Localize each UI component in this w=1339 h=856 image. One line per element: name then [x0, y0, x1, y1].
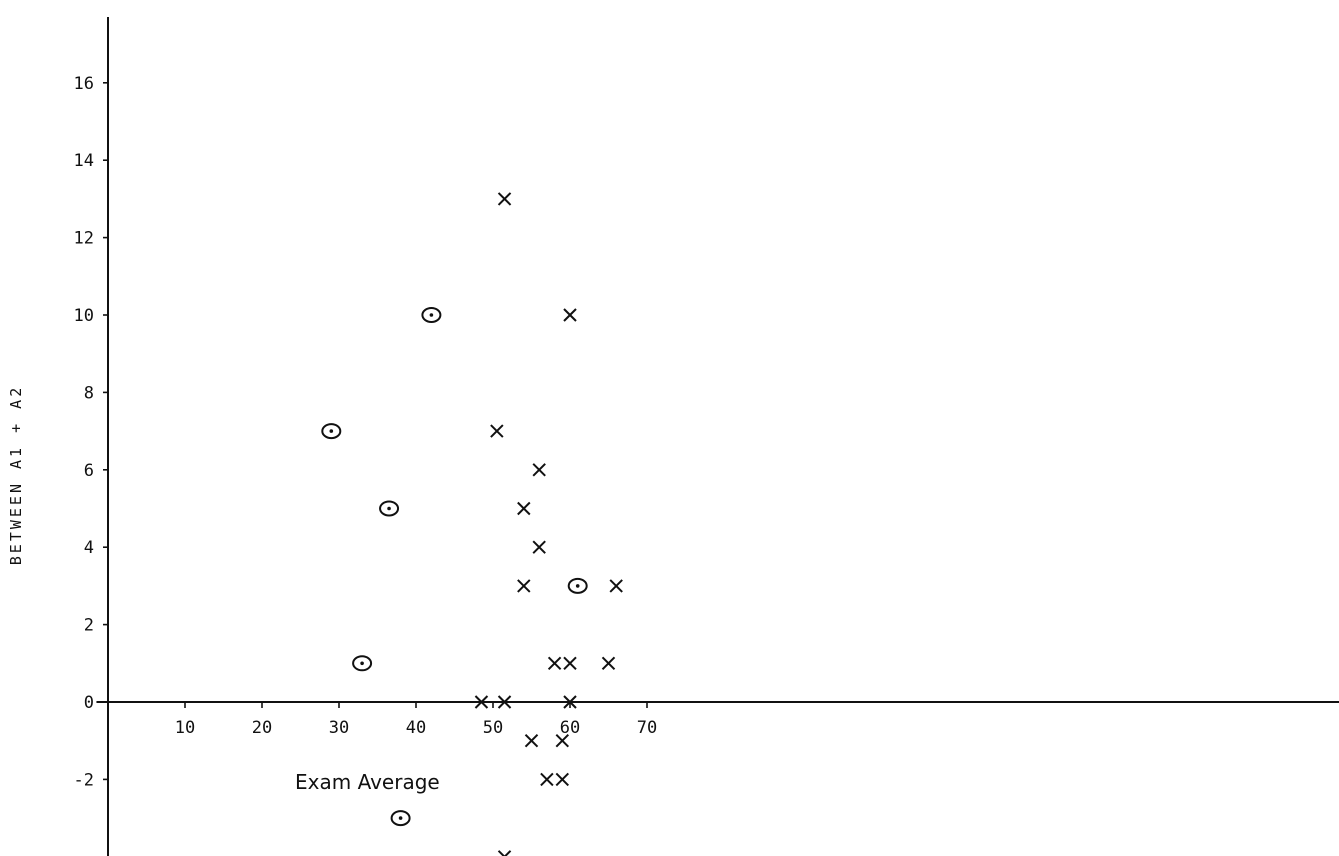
x-marker-point [517, 501, 531, 516]
x-marker-point [532, 540, 546, 554]
y-tick-label: 0 [84, 693, 94, 713]
y-tick-label: 10 [74, 306, 94, 326]
o-marker-point [567, 577, 588, 594]
x-marker-point [563, 656, 577, 671]
axes [96, 17, 1339, 856]
x-axis-title: Exam Average [295, 770, 440, 794]
y-tick-label: 6 [84, 461, 94, 481]
x-tick-label: 70 [637, 718, 657, 738]
x-marker-point [497, 192, 512, 206]
x-marker-point [547, 656, 562, 671]
x-marker-point [474, 695, 489, 709]
y-tick-label: 12 [74, 229, 94, 249]
y-tick-label: 4 [84, 538, 94, 558]
x-tick-label: 60 [560, 718, 580, 738]
x-marker-point [497, 695, 512, 709]
y-tick-label: 16 [74, 74, 94, 94]
y-axis-title: BETWEEN A1 + A2 [7, 385, 25, 565]
y-tick-label: -2 [74, 770, 94, 790]
y-tick-label: 8 [84, 383, 94, 403]
x-marker-point [601, 656, 616, 671]
x-marker-point [532, 463, 546, 477]
x-tick-label: 10 [175, 718, 195, 738]
x-marker-point [540, 772, 554, 787]
y-tick-label: 2 [84, 616, 94, 636]
o-marker-point [321, 423, 342, 440]
o-marker-point [352, 655, 373, 672]
o-marker-point [379, 500, 400, 517]
x-marker-point [524, 733, 539, 748]
x-tick-label: 50 [483, 718, 503, 738]
x-marker-point [609, 579, 623, 593]
data-points [321, 192, 623, 856]
x-marker-point [517, 579, 531, 593]
y-tick-label: 14 [74, 151, 94, 171]
x-marker-point [497, 850, 512, 856]
x-tick-label: 40 [406, 718, 426, 738]
x-marker-point [563, 695, 577, 709]
x-marker-point [563, 308, 577, 322]
o-marker-point [421, 307, 442, 323]
x-tick-label: 30 [329, 718, 349, 738]
o-marker-point [390, 810, 411, 827]
x-marker-point [490, 424, 504, 438]
x-tick-label: 20 [252, 718, 272, 738]
x-marker-point [555, 733, 570, 748]
x-marker-point [555, 772, 570, 787]
